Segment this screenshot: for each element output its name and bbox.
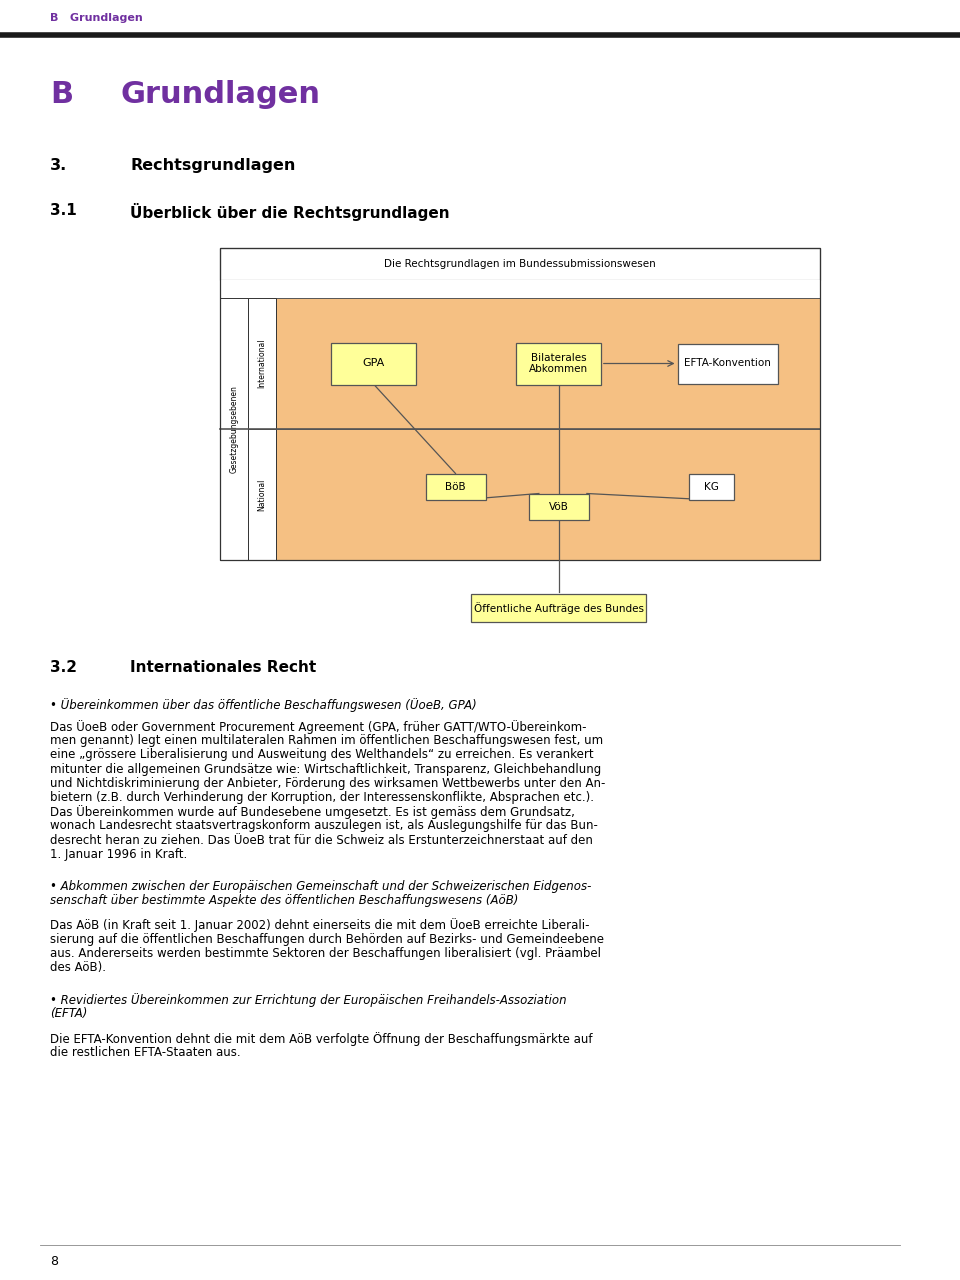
Text: Bilaterales
Abkommen: Bilaterales Abkommen <box>529 353 588 374</box>
Text: Das ÜoeB oder Government Procurement Agreement (GPA, früher GATT/WTO-Übereinkom-: Das ÜoeB oder Government Procurement Agr… <box>50 719 587 733</box>
Text: senschaft über bestimmte Aspekte des öffentlichen Beschaffungswesens (AöB): senschaft über bestimmte Aspekte des öff… <box>50 895 518 908</box>
Text: Grundlagen: Grundlagen <box>120 79 320 109</box>
Text: Überblick über die Rechtsgrundlagen: Überblick über die Rechtsgrundlagen <box>130 204 449 221</box>
Text: Die EFTA-Konvention dehnt die mit dem AöB verfolgte Öffnung der Beschaffungsmärk: Die EFTA-Konvention dehnt die mit dem Aö… <box>50 1032 592 1046</box>
Bar <box>220 248 820 280</box>
Bar <box>529 494 588 520</box>
Text: EFTA-Konvention: EFTA-Konvention <box>684 358 771 369</box>
Text: Die Rechtsgrundlagen im Bundessubmissionswesen: Die Rechtsgrundlagen im Bundessubmission… <box>384 259 656 269</box>
Bar <box>678 343 778 384</box>
Text: desrecht heran zu ziehen. Das ÜoeB trat für die Schweiz als Erstunterzeichnersta: desrecht heran zu ziehen. Das ÜoeB trat … <box>50 833 593 846</box>
Bar <box>220 280 820 298</box>
Text: B: B <box>50 79 73 109</box>
Bar <box>516 343 601 384</box>
Text: aus. Andererseits werden bestimmte Sektoren der Beschaffungen liberalisiert (vgl: aus. Andererseits werden bestimmte Sekto… <box>50 947 601 960</box>
Text: • Revidiertes Übereinkommen zur Errichtung der Europäischen Freihandels-Assoziat: • Revidiertes Übereinkommen zur Errichtu… <box>50 993 566 1007</box>
Bar <box>425 474 486 499</box>
Bar <box>248 298 276 429</box>
Text: Gesetzgebungsebenen: Gesetzgebungsebenen <box>229 385 238 472</box>
Text: mitunter die allgemeinen Grundsätze wie: Wirtschaftlichkeit, Transparenz, Gleich: mitunter die allgemeinen Grundsätze wie:… <box>50 763 601 776</box>
Text: 3.2: 3.2 <box>50 660 77 675</box>
Bar <box>276 298 820 429</box>
Bar <box>471 594 646 622</box>
Text: (EFTA): (EFTA) <box>50 1007 87 1020</box>
Text: Öffentliche Aufträge des Bundes: Öffentliche Aufträge des Bundes <box>474 602 644 614</box>
Text: die restlichen EFTA-Staaten aus.: die restlichen EFTA-Staaten aus. <box>50 1046 241 1059</box>
Text: BöB: BöB <box>445 481 466 492</box>
Text: des AöB).: des AöB). <box>50 961 106 974</box>
Text: men genannt) legt einen multilateralen Rahmen im öffentlichen Beschaffungswesen : men genannt) legt einen multilateralen R… <box>50 735 603 748</box>
Text: eine „grössere Liberalisierung und Ausweitung des Welthandels“ zu erreichen. Es : eine „grössere Liberalisierung und Auswe… <box>50 749 593 762</box>
Text: B   Grundlagen: B Grundlagen <box>50 13 143 23</box>
Text: International: International <box>257 339 267 388</box>
Bar <box>248 429 276 561</box>
Bar <box>220 298 248 561</box>
Text: • Abkommen zwischen der Europäischen Gemeinschaft und der Schweizerischen Eidgen: • Abkommen zwischen der Europäischen Gem… <box>50 881 591 893</box>
Bar <box>276 429 820 561</box>
Text: VöB: VöB <box>549 502 569 512</box>
Text: Das Übereinkommen wurde auf Bundesebene umgesetzt. Es ist gemäss dem Grundsatz,: Das Übereinkommen wurde auf Bundesebene … <box>50 805 575 819</box>
Bar <box>331 343 417 384</box>
Text: National: National <box>257 479 267 511</box>
Text: 1. Januar 1996 in Kraft.: 1. Januar 1996 in Kraft. <box>50 847 187 860</box>
Text: 3.: 3. <box>50 157 67 173</box>
Text: bietern (z.B. durch Verhinderung der Korruption, der Interessenskonflikte, Abspr: bietern (z.B. durch Verhinderung der Kor… <box>50 791 594 804</box>
Text: KG: KG <box>704 481 719 492</box>
Text: wonach Landesrecht staatsvertragskonform auszulegen ist, als Auslegungshilfe für: wonach Landesrecht staatsvertragskonform… <box>50 819 598 832</box>
Text: Das AöB (in Kraft seit 1. Januar 2002) dehnt einerseits die mit dem ÜoeB erreich: Das AöB (in Kraft seit 1. Januar 2002) d… <box>50 919 589 932</box>
Text: 8: 8 <box>50 1254 58 1268</box>
Text: • Übereinkommen über das öffentliche Beschaffungswesen (ÜoeB, GPA): • Übereinkommen über das öffentliche Bes… <box>50 698 477 712</box>
Text: Internationales Recht: Internationales Recht <box>130 660 316 675</box>
Text: sierung auf die öffentlichen Beschaffungen durch Behörden auf Bezirks- und Gemei: sierung auf die öffentlichen Beschaffung… <box>50 933 604 946</box>
Text: GPA: GPA <box>363 358 385 369</box>
Bar <box>688 474 733 499</box>
Text: 3.1: 3.1 <box>50 204 77 218</box>
Text: Rechtsgrundlagen: Rechtsgrundlagen <box>130 157 296 173</box>
Bar <box>220 248 820 561</box>
Text: und Nichtdiskriminierung der Anbieter, Förderung des wirksamen Wettbewerbs unter: und Nichtdiskriminierung der Anbieter, F… <box>50 777 606 790</box>
